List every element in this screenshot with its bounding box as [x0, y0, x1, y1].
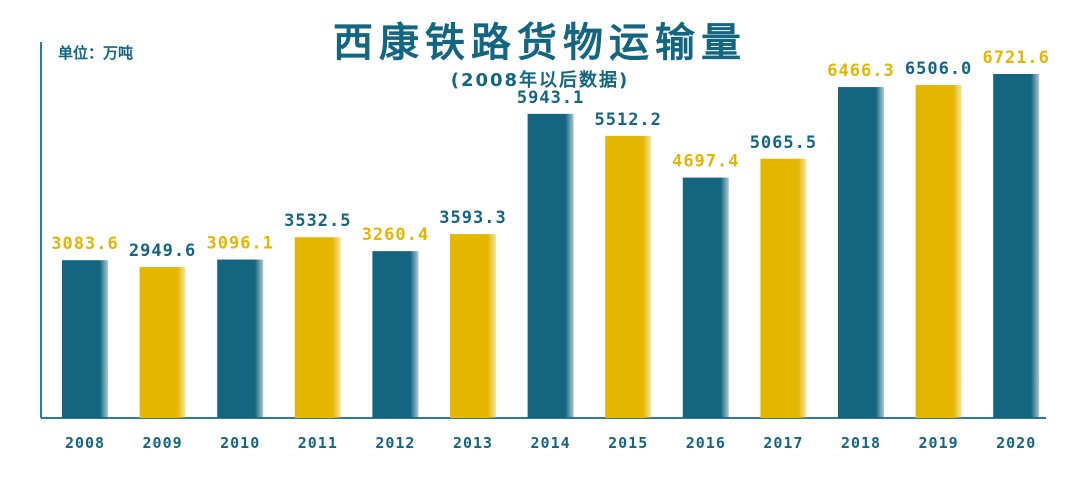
data-label-2015: 5512.2	[594, 110, 661, 130]
bar-2020	[993, 74, 1040, 418]
data-label-2019: 6506.0	[905, 59, 972, 79]
bar-2017	[760, 158, 807, 419]
x-tick-label-2008: 2008	[65, 434, 105, 452]
bar-2015	[605, 135, 652, 418]
data-label-2018: 6466.3	[827, 61, 894, 81]
bar-2014	[527, 113, 574, 419]
unit-label: 单位：万吨	[58, 44, 134, 62]
x-tick-label-2012: 2012	[375, 434, 415, 452]
x-tick-label-2014: 2014	[531, 434, 571, 452]
data-label-2008: 3083.6	[51, 234, 118, 254]
x-tick-label-2019: 2019	[919, 434, 959, 452]
data-label-2013: 3593.3	[439, 208, 506, 228]
data-label-2009: 2949.6	[129, 241, 196, 261]
data-label-2011: 3532.5	[284, 211, 351, 231]
x-tick-label-2020: 2020	[996, 434, 1036, 452]
bar-2011	[294, 237, 341, 418]
data-label-2014: 5943.1	[517, 88, 584, 108]
x-tick-label-2010: 2010	[220, 434, 260, 452]
bar-2009	[139, 267, 186, 418]
bar-2019	[915, 85, 962, 418]
data-label-2016: 4697.4	[672, 152, 739, 172]
data-label-2012: 3260.4	[362, 225, 429, 245]
chart-title: 西康铁路货物运输量	[333, 20, 747, 66]
x-tick-label-2016: 2016	[686, 434, 726, 452]
bar-2018	[838, 87, 884, 418]
bar-2012	[372, 251, 419, 418]
x-tick-label-2011: 2011	[298, 434, 338, 452]
x-tick-label-2013: 2013	[453, 434, 493, 452]
x-tick-label-2018: 2018	[841, 434, 881, 452]
bar-2008	[62, 260, 108, 418]
data-label-2017: 5065.5	[750, 133, 817, 153]
x-tick-label-2015: 2015	[608, 434, 648, 452]
bar-2010	[217, 259, 264, 418]
x-tick-label-2009: 2009	[143, 434, 183, 452]
x-tick-label-2017: 2017	[763, 434, 803, 452]
bar-2013	[450, 234, 496, 418]
data-label-2010: 3096.1	[206, 234, 273, 254]
chart-subtitle: (2008年以后数据)	[450, 70, 630, 91]
bar-2016	[682, 177, 729, 418]
data-label-2020: 6721.6	[982, 48, 1049, 68]
